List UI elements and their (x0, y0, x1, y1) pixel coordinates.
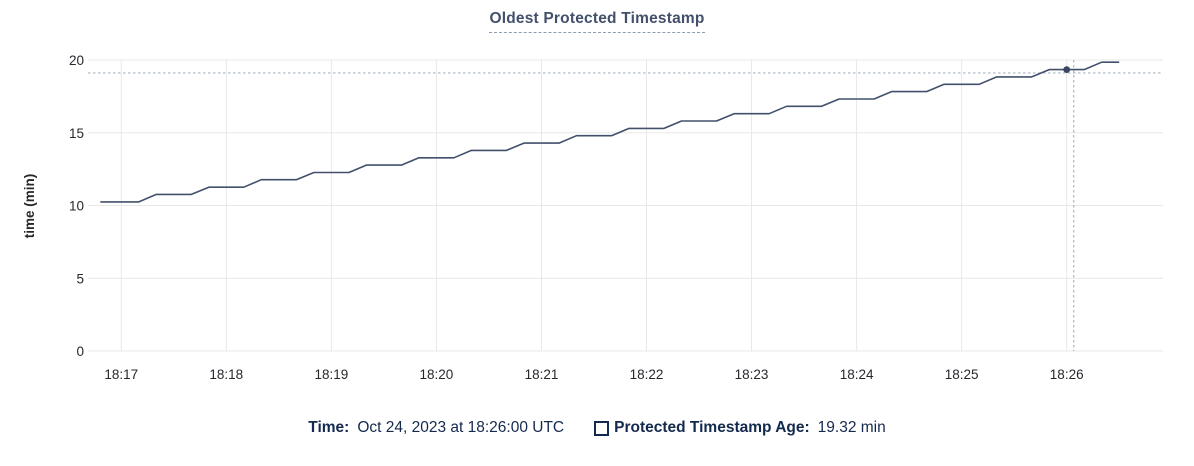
y-axis-title: time (min) (22, 174, 37, 239)
x-tick-label: 18:21 (525, 367, 559, 382)
x-axis-labels: 18:17 18:18 18:19 18:20 18:21 18:22 18:23 18:24… (104, 367, 1083, 382)
x-tick-label: 18:20 (420, 367, 454, 382)
chart-title-row: Oldest Protected Timestamp (0, 10, 1194, 33)
x-tick-label: 18:25 (945, 367, 979, 382)
y-axis-labels: 0 5 10 15 20 (69, 53, 84, 359)
y-tick-label: 0 (76, 344, 84, 359)
x-tick-label: 18:17 (104, 367, 138, 382)
y-tick-label: 5 (76, 271, 84, 286)
x-tick-label: 18:24 (840, 367, 874, 382)
crosshair (88, 60, 1163, 351)
chart-title[interactable]: Oldest Protected Timestamp (489, 10, 705, 33)
y-tick-label: 15 (69, 126, 84, 141)
x-tick-label: 18:23 (735, 367, 769, 382)
hover-dot (1063, 66, 1071, 74)
x-tick-label: 18:18 (209, 367, 243, 382)
series-swatch-icon[interactable] (594, 420, 610, 436)
series-label: Protected Timestamp Age: (614, 419, 810, 436)
x-tick-label: 18:19 (314, 367, 348, 382)
hover-time-readout: Time: Oct 24, 2023 at 18:26:00 UTC (308, 419, 564, 437)
x-tick-label: 18:22 (630, 367, 664, 382)
series-value: 19.32 min (817, 419, 886, 436)
gridlines (88, 59, 1163, 352)
legend-series-item[interactable]: Protected Timestamp Age: 19.32 min (594, 419, 886, 437)
x-tick-label: 18:26 (1050, 367, 1084, 382)
chart-legend: Time: Oct 24, 2023 at 18:26:00 UTC Prote… (0, 419, 1194, 437)
y-tick-label: 10 (69, 199, 84, 214)
y-tick-label: 20 (69, 53, 84, 68)
series-line[interactable] (100, 61, 1120, 203)
time-value: Oct 24, 2023 at 18:26:00 UTC (357, 419, 565, 436)
time-label: Time: (308, 419, 350, 436)
